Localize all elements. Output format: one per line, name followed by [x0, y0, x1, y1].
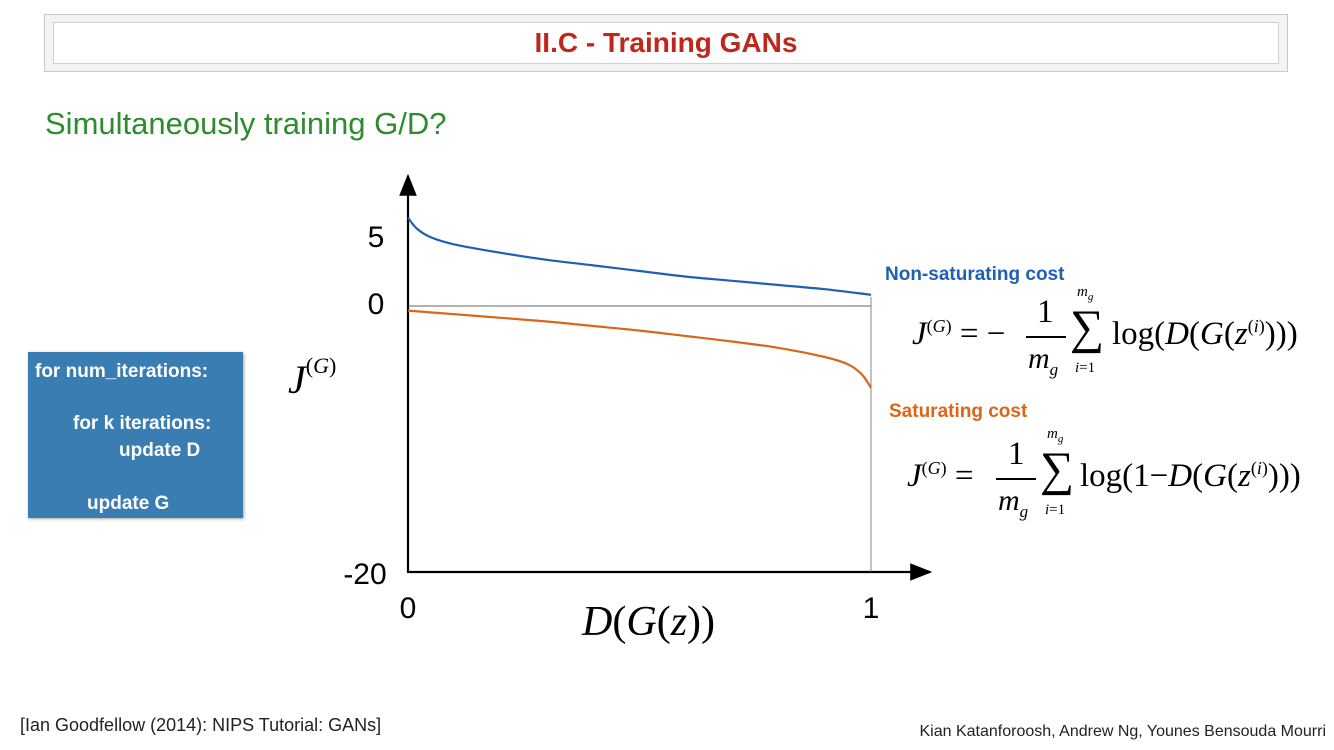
slide-subtitle: Simultaneously training G/D? [45, 106, 447, 141]
slide-title: II.C - Training GANs [534, 27, 798, 58]
x-axis-label: D(G(z)) [582, 599, 716, 645]
y-axis-label: J(G) [288, 352, 337, 402]
saturating-curve [407, 309, 872, 389]
algorithm-box: for num_iterations: for k iterations: up… [28, 352, 243, 518]
algo-line-update-d: update D [119, 440, 201, 461]
non-saturating-label: Non-saturating cost [885, 264, 1065, 285]
algo-line-outer-loop: for num_iterations: [35, 361, 209, 382]
y-tick-label-5: 5 [368, 221, 385, 254]
algo-line-inner-loop: for k iterations: [73, 413, 212, 434]
x-tick-label-1: 1 [863, 592, 880, 625]
y-tick-label-minus-20: -20 [343, 558, 386, 591]
x-tick-label-0: 0 [400, 592, 417, 625]
saturating-label: Saturating cost [889, 401, 1028, 422]
non-saturating-curve [407, 217, 872, 296]
title-bar: II.C - Training GANs [44, 14, 1288, 72]
algo-line-update-g: update G [87, 493, 170, 514]
authors: Kian Katanforoosh, Andrew Ng, Younes Ben… [919, 723, 1327, 740]
title-frame: II.C - Training GANs [53, 22, 1279, 64]
y-tick-label-0: 0 [368, 288, 385, 321]
citation: [Ian Goodfellow (2014): NIPS Tutorial: G… [20, 715, 382, 735]
